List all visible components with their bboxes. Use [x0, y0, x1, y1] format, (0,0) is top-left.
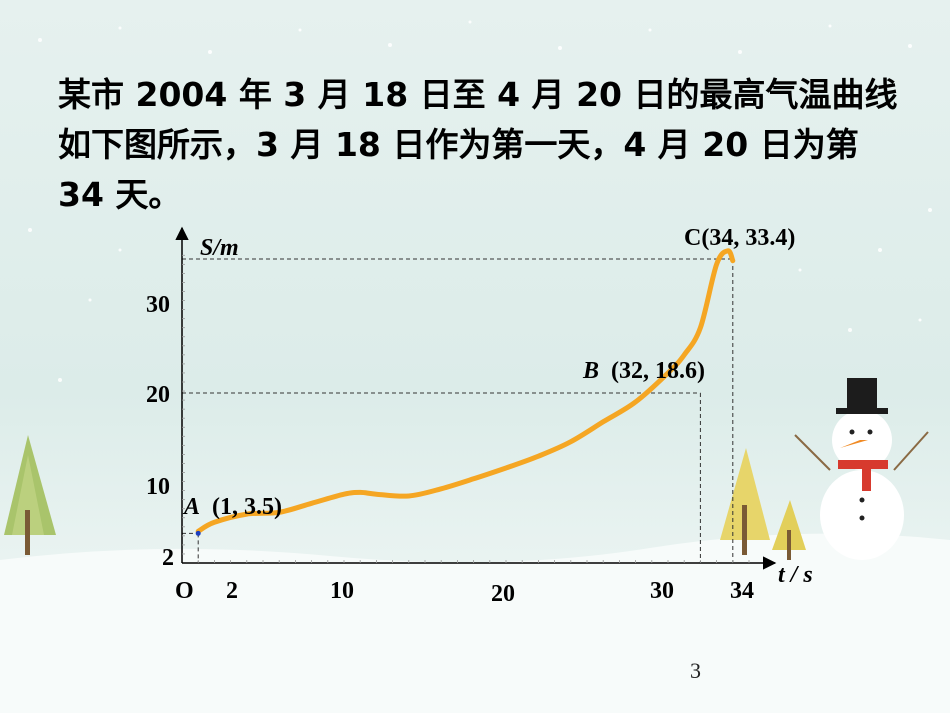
point-b-letter: B: [582, 358, 599, 384]
point-a-coords: (1, 3.5): [212, 494, 282, 520]
y-tick-label-30: 30: [146, 292, 170, 318]
y-tick-label-10: 10: [146, 474, 170, 500]
origin-label: O: [175, 578, 194, 604]
x-tick-label-10: 10: [330, 578, 354, 604]
y-tick-label-20: 20: [146, 382, 170, 408]
problem-statement: 某市 2004 年 3 月 18 日至 4 月 20 日的最高气温曲线 如下图所…: [58, 70, 918, 220]
tree-left: [4, 435, 56, 555]
snow-ground: [0, 533, 950, 713]
x-tick-label-2: 2: [226, 578, 238, 604]
tree-right-2: [772, 500, 806, 560]
x-axis-label-text: t / s: [778, 562, 813, 588]
y-tick-label-2: 2: [162, 545, 174, 571]
tree-right-1: [720, 448, 770, 555]
snowflakes: [28, 20, 932, 382]
point-a-marker: [195, 530, 201, 536]
x-tick-label-20: 20: [491, 581, 515, 607]
point-b-coords: (32, 18.6): [611, 358, 705, 384]
point-b-label: B (32, 18.6): [582, 358, 705, 384]
title-line-2: 如下图所示，3 月 18 日作为第一天，4 月 20 日为第: [58, 125, 859, 164]
snowman-illustration: [794, 378, 929, 560]
y-axis-label: S/m: [200, 235, 239, 261]
x-axis-label: t / s: [778, 562, 813, 588]
point-a-letter: A: [182, 494, 200, 520]
temperature-curve: [195, 248, 736, 534]
title-line-3: 34 天。: [58, 175, 182, 214]
page-number: 3: [690, 658, 701, 683]
x-tick-label-34: 34: [730, 578, 754, 604]
title-line-1: 某市 2004 年 3 月 18 日至 4 月 20 日的最高气温曲线: [58, 75, 898, 114]
point-c-label: C(34, 33.4): [684, 225, 795, 251]
x-tick-label-30: 30: [650, 578, 674, 604]
point-a-label: A (1, 3.5): [182, 494, 282, 520]
y-axis-label-text: S/m: [200, 235, 239, 261]
